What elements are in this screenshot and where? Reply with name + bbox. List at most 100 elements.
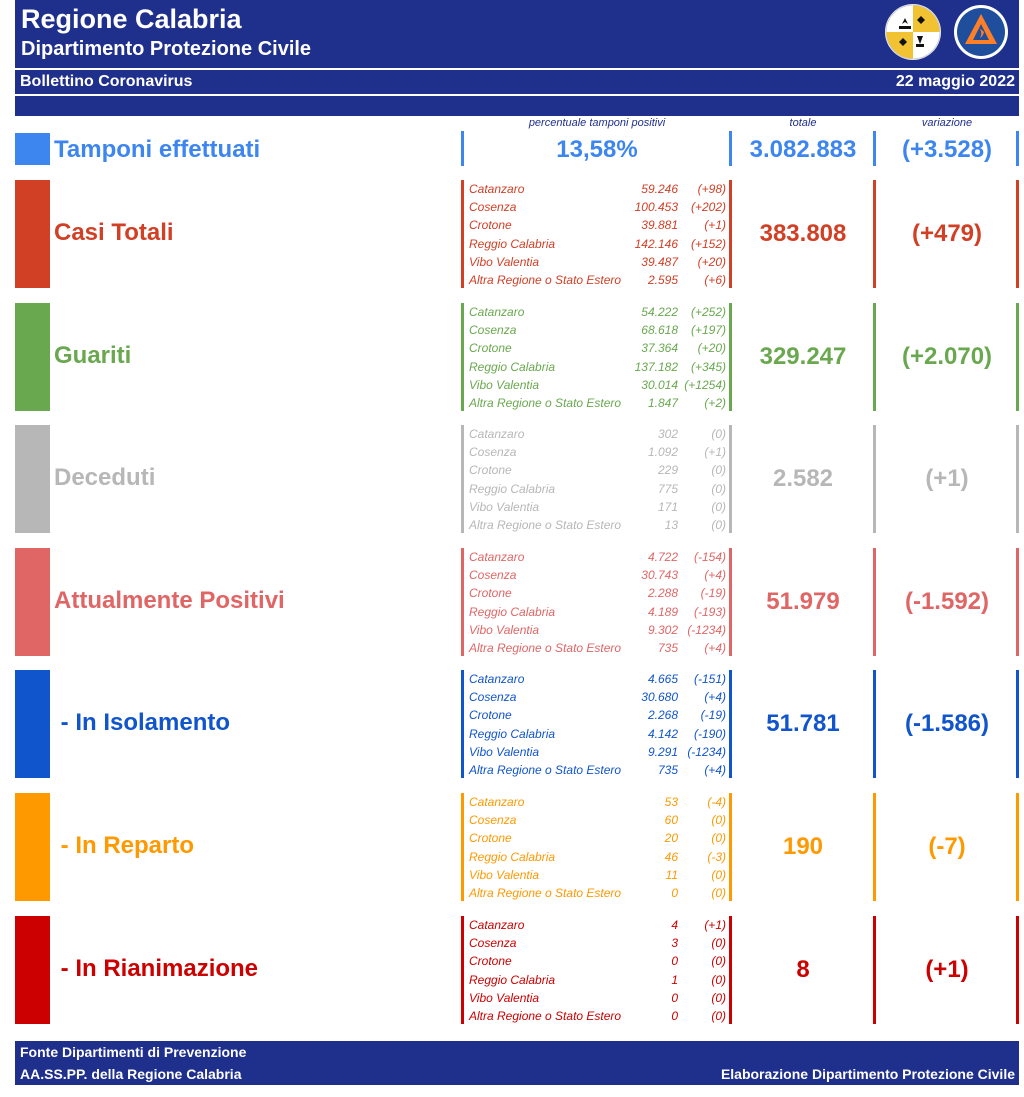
footer-bar: Fonte Dipartimenti di Prevenzione AA.SS.… [15,1041,1019,1085]
province-delta: (+20) [697,341,726,356]
guariti-label: Guariti [54,342,132,369]
casi-totali-divider-end [1016,180,1019,288]
province-value: 46 [664,849,678,864]
province-delta: (+98) [697,182,726,196]
province-name: Catanzaro [469,672,525,686]
in-isolamento-divider-mid [729,670,732,778]
regione-calabria-logo [885,4,941,60]
footer-source-line1: Fonte Dipartimenti di Prevenzione [20,1044,247,1060]
province-name: Crotone [469,954,512,969]
casi-totali-divider-mid [729,180,732,288]
in-reparto-divider-left [461,793,464,901]
in-reparto-total: 190 [782,833,824,860]
deceduti-label: Deceduti [54,464,156,491]
province-value: 229 [657,463,678,478]
province-name: Cosenza [469,200,517,215]
in-reparto-variation: (-7) [928,833,966,860]
province-delta: (-19) [700,708,726,723]
province-delta: (0) [711,1009,726,1023]
province-name: Crotone [469,831,512,846]
deceduti-color-block [15,425,50,533]
protezione-civile-logo [953,4,1009,60]
province-name: Catanzaro [469,795,525,809]
province-delta: (0) [711,954,726,969]
in-rianimazione-color-block [15,916,50,1024]
in-reparto-label: - In Reparto [54,832,195,859]
province-name: Reggio Calabria [469,236,556,251]
department-subtitle: Dipartimento Protezione Civile [21,38,312,60]
province-value: 302 [657,427,678,441]
province-value: 735 [657,763,678,777]
in-rianimazione-divider-mid [729,916,732,1024]
in-rianimazione-divider-end [1016,916,1019,1024]
province-name: Vibo Valentia [469,377,540,392]
province-delta: (0) [711,481,726,496]
province-value: 68.618 [641,323,678,338]
deceduti-divider-left [461,425,464,533]
province-value: 2.268 [647,708,678,723]
deceduti-total: 2.582 [772,465,834,492]
tamponi-percent: 13,58% [556,136,638,163]
province-delta: (-1234) [687,744,726,759]
attualmente-positivi-divider-right [873,548,876,656]
in-rianimazione-label: - In Rianimazione [54,955,259,982]
tamponi-total: 3.082.883 [749,136,857,163]
province-name: Vibo Valentia [469,254,540,269]
province-name: Crotone [469,218,512,233]
province-value: 0 [671,954,678,969]
province-value: 4 [671,918,678,932]
tamponi-variation: (+3.528) [901,136,993,163]
deceduti-variation: (+1) [925,465,969,492]
province-delta: (-3) [707,849,726,864]
province-value: 1 [671,972,678,987]
province-value: 142.146 [634,236,678,251]
province-delta: (0) [711,831,726,846]
province-value: 1.847 [647,396,678,410]
casi-totali-total: 383.808 [759,220,847,247]
province-value: 39.487 [641,254,678,269]
guariti-variation: (+2.070) [901,343,993,370]
province-value: 13 [664,518,678,532]
province-value: 11 [665,867,678,882]
province-delta: (-154) [693,550,726,564]
column-header-total: totale [789,117,817,129]
tamponi-divider-right [873,131,876,166]
attualmente-positivi-divider-end [1016,548,1019,656]
province-delta: (0) [711,518,726,532]
in-isolamento-variation: (-1.586) [904,710,990,737]
in-reparto-divider-end [1016,793,1019,901]
province-delta: (+20) [697,254,726,269]
province-value: 4.722 [647,550,678,564]
province-delta: (0) [711,972,726,987]
guariti-divider-left [461,303,464,411]
province-delta: (0) [711,936,726,951]
province-delta: (-190) [693,726,726,741]
column-header-percent: percentuale tamponi positivi [528,117,666,129]
bulletin-bar: Bollettino Coronavirus 22 maggio 2022 [15,70,1019,94]
deceduti-divider-right [873,425,876,533]
province-name: Cosenza [469,813,517,828]
deceduti-divider-end [1016,425,1019,533]
province-delta: (+4) [704,641,726,655]
province-delta: (0) [711,990,726,1005]
province-name: Cosenza [469,445,517,460]
attualmente-positivi-divider-mid [729,548,732,656]
province-delta: (+1) [704,918,726,932]
province-delta: (0) [711,867,726,882]
in-reparto-color-block [15,793,50,901]
province-name: Cosenza [469,936,517,951]
in-rianimazione-variation: (+1) [925,956,969,983]
province-value: 0 [671,886,678,900]
attualmente-positivi-label: Attualmente Positivi [54,587,285,614]
province-delta: (+197) [690,323,726,338]
province-value: 0 [671,1009,678,1023]
province-name: Cosenza [469,690,517,705]
province-name: Altra Regione o Stato Estero [469,518,622,532]
province-delta: (+4) [704,763,726,777]
province-value: 37.364 [641,341,678,356]
province-name: Crotone [469,708,512,723]
province-delta: (+6) [704,273,726,287]
province-value: 30.743 [641,568,678,583]
province-delta: (+1254) [684,377,726,392]
province-name: Reggio Calabria [469,972,556,987]
